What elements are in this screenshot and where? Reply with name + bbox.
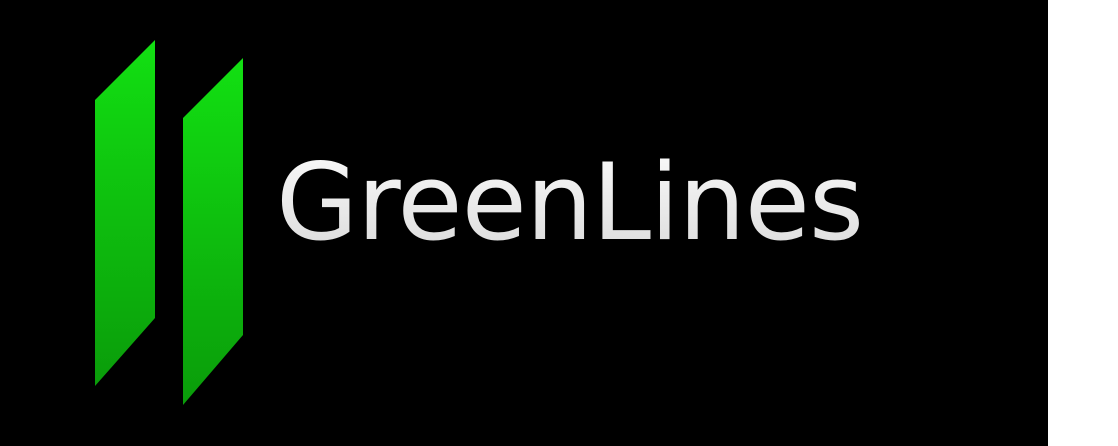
logo-background xyxy=(0,0,1048,446)
two-slanted-bars-icon xyxy=(95,40,243,405)
right-green-bar xyxy=(183,58,243,405)
left-green-bar xyxy=(95,40,155,386)
brand-wordmark: GreenLines xyxy=(276,128,864,278)
